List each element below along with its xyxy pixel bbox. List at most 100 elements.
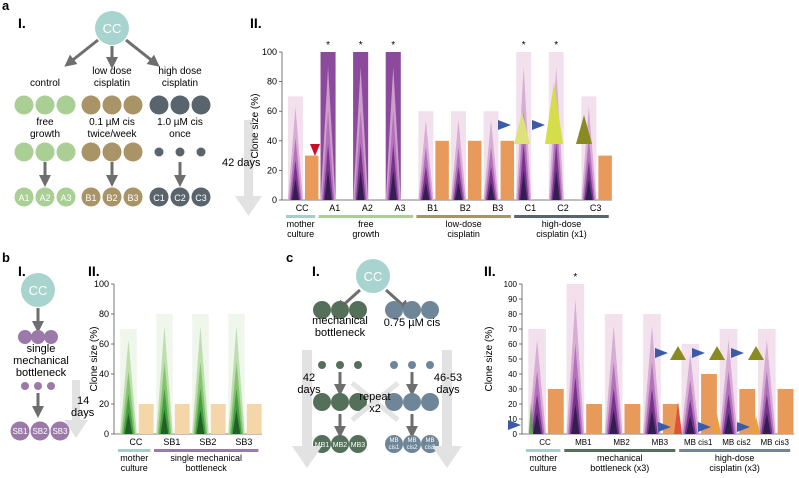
clone-triangle xyxy=(292,179,299,200)
y-tick-label: 0 xyxy=(513,430,518,439)
treatment-label: once xyxy=(169,129,191,140)
y-tick-label: 80 xyxy=(99,309,109,319)
cell-circle xyxy=(34,382,42,390)
long-time-arrow-head xyxy=(235,196,262,216)
y-tick-label: 60 xyxy=(508,340,517,349)
group-bar xyxy=(679,449,791,452)
leaf-label: SB3 xyxy=(52,427,68,436)
long-time-arrow-head-left xyxy=(292,446,322,468)
group-label: high-dose xyxy=(715,453,755,463)
group-label: cisplatin (x3) xyxy=(709,463,760,473)
y-tick-label: 40 xyxy=(99,369,109,379)
blue-marker-icon xyxy=(731,348,744,358)
y-tick-label: 90 xyxy=(508,295,517,304)
long-time-arrow-head xyxy=(64,420,88,438)
treatment-label: twice/week xyxy=(88,129,138,140)
x-tick-label: MB cis1 xyxy=(684,438,713,447)
leaf-label: B3 xyxy=(127,193,138,203)
leaf-circle xyxy=(191,187,211,207)
group-label: high-dose xyxy=(542,219,582,229)
branch-title: cisplatin xyxy=(94,78,130,89)
cell-circle xyxy=(123,142,143,162)
cell-circle xyxy=(349,301,367,319)
leaf-label: B1 xyxy=(85,193,96,203)
orange-triangle xyxy=(752,416,760,434)
root-cell-circle xyxy=(356,259,390,293)
cell-circle xyxy=(149,95,169,115)
orange-bar xyxy=(467,140,482,200)
branch-arrow xyxy=(125,38,160,67)
x-tick-label: SB1 xyxy=(163,437,180,447)
y-axis-label: Clone size (%) xyxy=(484,326,495,391)
leaf-label: MB xyxy=(390,438,399,444)
orange-bar xyxy=(624,404,641,434)
x-tick-label: C1 xyxy=(525,203,537,213)
cell-circle xyxy=(47,382,55,390)
cell-circle xyxy=(35,142,55,162)
group-bar xyxy=(118,449,151,452)
blue-marker-icon xyxy=(508,420,521,430)
panel-b-chart: 0 20 40 60 80 100 Clone size (%) CC SB1 SB2 SB3 mot… xyxy=(89,279,262,473)
cell-circle xyxy=(14,142,34,162)
group-label: culture xyxy=(121,463,148,473)
leaf-label: A2 xyxy=(39,193,50,203)
branch-arrow xyxy=(384,288,411,313)
x-tick-label: A3 xyxy=(394,203,405,213)
cell-circle xyxy=(56,95,76,115)
leaf-label: C2 xyxy=(174,193,186,203)
leaf-label: cis2 xyxy=(407,445,418,451)
cell-circle xyxy=(21,382,29,390)
group-bar xyxy=(318,215,414,218)
clone-triangle xyxy=(686,416,695,434)
orange-bar xyxy=(598,155,612,200)
x-tick-label: MB3 xyxy=(652,438,669,447)
orange-bar xyxy=(500,140,515,200)
y-tick-label: 40 xyxy=(508,370,517,379)
panel-b-I-numeral: I. xyxy=(18,263,26,279)
x-tick-label: MB cis3 xyxy=(761,438,790,447)
x-tick-label: CC xyxy=(539,438,551,447)
blue-marker-icon xyxy=(532,120,545,130)
cell-circle xyxy=(385,301,403,319)
orange-bar xyxy=(435,140,449,200)
leaf-circle xyxy=(385,435,403,453)
clone-triangle xyxy=(609,410,618,434)
x-tick-label: C3 xyxy=(590,203,602,213)
y-tick-label: 20 xyxy=(267,165,277,175)
clone-triangle xyxy=(196,410,205,434)
clone-triangle xyxy=(160,410,169,434)
treatment-label: free xyxy=(36,117,54,128)
panel-c-II-numeral: II. xyxy=(484,263,496,279)
panel-a-letter: a xyxy=(2,0,10,13)
blue-marker-icon xyxy=(655,348,668,358)
yellow-triangle xyxy=(545,82,563,144)
right-days-number: 46-53 xyxy=(434,372,462,384)
leaf-circle xyxy=(349,435,367,453)
blue-marker-icon xyxy=(658,422,671,432)
clone-triangle xyxy=(571,404,580,434)
leaf-label: A1 xyxy=(18,193,29,203)
blue-marker-icon xyxy=(692,348,705,358)
group-label: bottleneck xyxy=(186,463,228,473)
y-tick-label: 60 xyxy=(99,339,109,349)
cell-circle xyxy=(18,330,32,344)
clone-triangle xyxy=(520,170,528,200)
x-tick-label: MB2 xyxy=(613,438,630,447)
duration-unit: days xyxy=(71,407,95,419)
group-bar xyxy=(564,449,676,452)
mechanical-bottleneck-line2: bottleneck xyxy=(315,327,366,339)
leaf-circle xyxy=(30,421,50,441)
cell-circle xyxy=(196,147,206,157)
significance-star: * xyxy=(573,272,577,283)
branch-title: low dose xyxy=(92,66,132,77)
leaf-circle xyxy=(56,187,76,207)
olive-triangle xyxy=(576,115,592,144)
y-tick-label: 20 xyxy=(99,399,109,409)
cell-circle xyxy=(318,361,326,369)
clone-triangle xyxy=(762,413,771,434)
y-tick-label: 70 xyxy=(508,325,517,334)
orange-triangle xyxy=(713,414,721,434)
long-time-arrow-shaft-left xyxy=(302,350,312,450)
group-label: cisplatin xyxy=(447,229,480,239)
